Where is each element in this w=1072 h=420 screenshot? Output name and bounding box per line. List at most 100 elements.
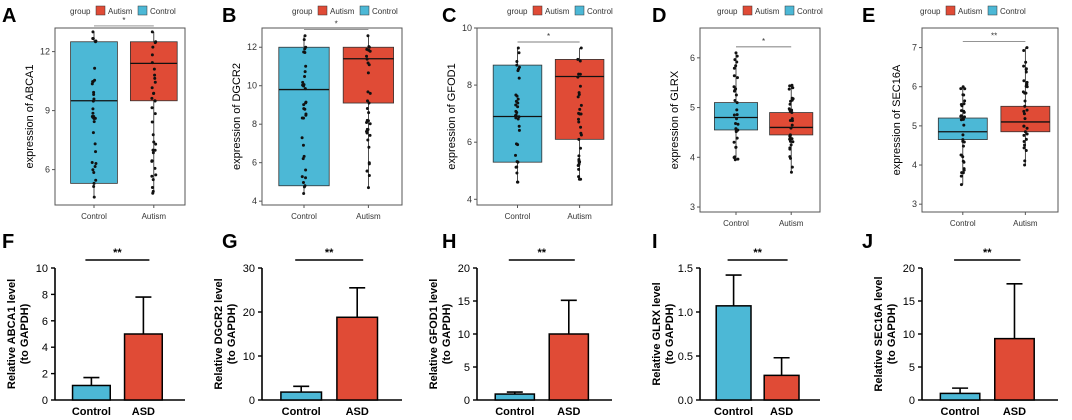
data-point bbox=[735, 113, 739, 117]
data-point bbox=[736, 122, 740, 126]
data-point bbox=[514, 116, 518, 120]
legend-swatch-autism bbox=[945, 5, 956, 16]
data-point bbox=[367, 161, 371, 165]
data-point bbox=[1023, 163, 1027, 167]
data-point bbox=[92, 90, 96, 94]
data-point bbox=[1022, 109, 1026, 113]
data-point bbox=[365, 169, 369, 173]
data-point bbox=[154, 173, 158, 177]
data-point bbox=[304, 112, 308, 116]
data-point bbox=[515, 165, 519, 169]
legend-E: group Autism Control bbox=[920, 5, 1026, 16]
bar-asd bbox=[548, 333, 590, 401]
x-tick-label: Autism bbox=[356, 212, 381, 221]
y-tick-label: 10 bbox=[247, 81, 257, 91]
y-tick-label: 5 bbox=[690, 103, 695, 113]
data-point bbox=[303, 47, 307, 51]
data-point bbox=[578, 59, 582, 63]
data-point bbox=[365, 127, 369, 131]
significance-mark: ** bbox=[538, 247, 547, 259]
data-point bbox=[302, 191, 306, 195]
data-point bbox=[790, 96, 794, 100]
data-point bbox=[153, 41, 157, 45]
x-tick-label: Autism bbox=[567, 212, 592, 221]
data-point bbox=[577, 154, 581, 158]
data-point bbox=[94, 150, 98, 154]
y-tick-label: 6 bbox=[42, 316, 48, 328]
data-point bbox=[578, 72, 582, 76]
y-tick-label: 20 bbox=[903, 263, 915, 275]
data-point bbox=[578, 107, 582, 111]
data-point bbox=[959, 153, 963, 157]
data-point bbox=[735, 117, 739, 121]
y-tick-label: 12 bbox=[247, 42, 257, 52]
data-point bbox=[576, 75, 580, 79]
data-point bbox=[153, 148, 157, 152]
data-point bbox=[734, 51, 738, 55]
y-tick-label: 4 bbox=[42, 342, 48, 354]
significance-mark: * bbox=[762, 37, 765, 46]
data-point bbox=[577, 177, 581, 181]
significance-mark: ** bbox=[983, 247, 992, 259]
data-point bbox=[366, 99, 370, 103]
data-point bbox=[366, 138, 370, 142]
data-point bbox=[961, 85, 965, 89]
bar-control bbox=[939, 392, 981, 401]
y-axis-label: Relative ABCA1 level bbox=[6, 279, 18, 389]
legend-title: group bbox=[920, 7, 941, 16]
data-point bbox=[789, 170, 793, 174]
significance-mark: * bbox=[547, 32, 550, 41]
y-axis-label: expression of GLRX bbox=[669, 70, 681, 169]
data-point bbox=[962, 123, 966, 127]
x-tick-label: ASD bbox=[770, 406, 793, 418]
data-point bbox=[514, 103, 518, 107]
data-point bbox=[959, 109, 963, 113]
data-point bbox=[92, 181, 96, 185]
plot-frame bbox=[921, 27, 1059, 213]
data-point bbox=[367, 45, 371, 49]
data-point bbox=[1023, 143, 1027, 147]
data-point bbox=[303, 50, 307, 54]
legend-swatch-autism bbox=[742, 5, 753, 16]
legend-label-autism: Autism bbox=[755, 7, 780, 16]
data-point bbox=[515, 63, 519, 67]
y-tick-label: 4 bbox=[912, 160, 917, 170]
significance-mark: * bbox=[335, 20, 338, 29]
x-tick-label: ASD bbox=[346, 406, 369, 418]
data-point bbox=[789, 126, 793, 130]
data-point bbox=[153, 112, 157, 116]
data-point bbox=[963, 99, 967, 103]
data-point bbox=[91, 37, 95, 41]
data-point bbox=[577, 137, 581, 141]
data-point bbox=[579, 103, 583, 107]
data-point bbox=[790, 83, 794, 87]
y-tick-label: 0 bbox=[464, 395, 470, 407]
data-point bbox=[1024, 67, 1028, 71]
data-point bbox=[368, 133, 372, 137]
data-point bbox=[1022, 48, 1026, 52]
data-point bbox=[150, 174, 154, 178]
data-point bbox=[302, 38, 306, 42]
data-point bbox=[301, 180, 305, 184]
data-point bbox=[154, 142, 158, 146]
data-point bbox=[514, 93, 518, 97]
data-point bbox=[734, 127, 738, 131]
data-point bbox=[153, 76, 157, 80]
y-tick-label: 5 bbox=[912, 121, 917, 131]
y-axis-label: expression of GFOD1 bbox=[446, 63, 458, 169]
data-point bbox=[151, 148, 155, 152]
data-point bbox=[92, 170, 96, 174]
bar-control bbox=[280, 391, 323, 401]
y-tick-label: 9 bbox=[45, 106, 50, 116]
data-point bbox=[367, 173, 371, 177]
data-point bbox=[577, 167, 581, 171]
data-point bbox=[151, 45, 155, 49]
data-point bbox=[94, 162, 98, 166]
data-point bbox=[734, 121, 738, 125]
data-point bbox=[1025, 108, 1029, 112]
data-point bbox=[579, 112, 583, 116]
data-point bbox=[301, 157, 305, 161]
data-point bbox=[91, 107, 95, 111]
data-point bbox=[735, 54, 739, 58]
data-point bbox=[367, 145, 371, 149]
